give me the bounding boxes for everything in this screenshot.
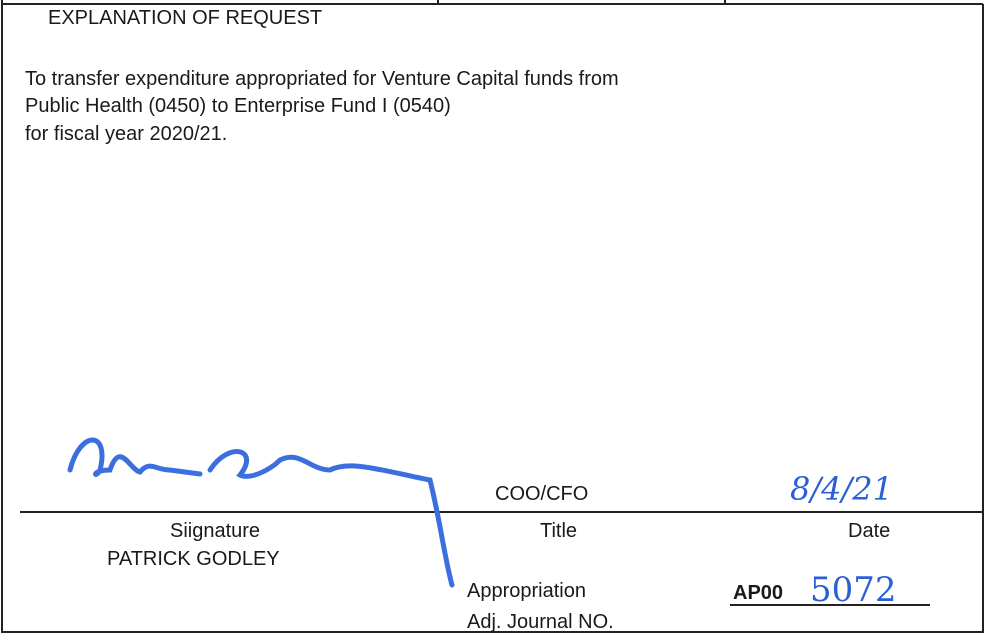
signature-label: Siignature bbox=[170, 520, 260, 542]
date-label: Date bbox=[848, 520, 890, 542]
explanation-line: for fiscal year 2020/21. bbox=[25, 123, 227, 145]
title-value: COO/CFO bbox=[495, 483, 588, 505]
journal-prefix: AP00 bbox=[733, 582, 783, 604]
journal-number: 5072 bbox=[810, 570, 897, 610]
heading: EXPLANATION OF REQUEST bbox=[48, 7, 322, 29]
date-value: 8/4/21 bbox=[790, 470, 893, 508]
explanation-line: To transfer expenditure appropriated for… bbox=[25, 68, 619, 90]
explanation-line: Public Health (0450) to Enterprise Fund … bbox=[25, 95, 451, 117]
journal-label: Appropriation bbox=[467, 580, 586, 602]
signer-name: PATRICK GODLEY bbox=[107, 548, 280, 570]
title-label: Title bbox=[540, 520, 577, 542]
journal-label: Adj. Journal NO. bbox=[467, 611, 614, 633]
signature-scribble bbox=[67, 437, 455, 588]
